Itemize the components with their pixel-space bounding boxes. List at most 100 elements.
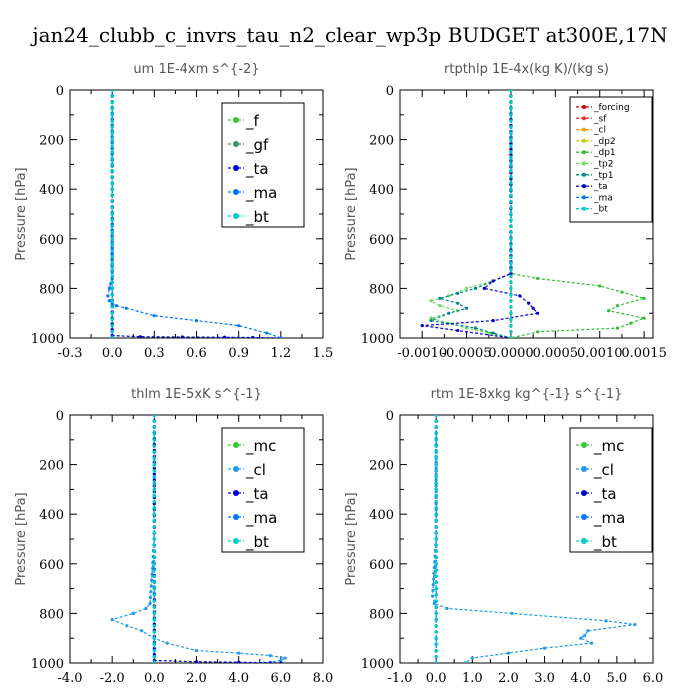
data-point bbox=[110, 253, 114, 257]
legend-marker bbox=[582, 127, 586, 132]
legend-label: _ta bbox=[593, 182, 608, 192]
data-point bbox=[152, 587, 156, 591]
data-point bbox=[491, 279, 495, 283]
data-point bbox=[434, 475, 438, 479]
data-point bbox=[434, 630, 438, 634]
y-tick-label: 400 bbox=[39, 183, 64, 198]
data-point bbox=[125, 624, 129, 628]
y-tick-label: 600 bbox=[369, 558, 394, 573]
data-point bbox=[110, 618, 114, 622]
data-point bbox=[268, 653, 272, 658]
legend-label: _cl bbox=[593, 126, 606, 136]
data-point bbox=[152, 425, 156, 429]
legend-label: _tp1 bbox=[593, 171, 613, 181]
data-point bbox=[152, 549, 156, 554]
data-point bbox=[629, 321, 633, 325]
data-point bbox=[509, 94, 513, 98]
data-point bbox=[429, 316, 433, 320]
data-point bbox=[430, 594, 435, 598]
data-point bbox=[152, 463, 156, 467]
data-point bbox=[131, 611, 135, 616]
data-point bbox=[434, 456, 438, 460]
data-point bbox=[456, 291, 460, 295]
data-point bbox=[535, 276, 540, 281]
data-point bbox=[110, 249, 114, 253]
data-point bbox=[152, 593, 156, 597]
y-tick-label: 200 bbox=[39, 134, 64, 149]
data-point bbox=[110, 274, 114, 278]
data-point bbox=[434, 587, 438, 591]
data-point bbox=[434, 494, 438, 498]
y-tick-label: 0 bbox=[56, 409, 64, 424]
data-point bbox=[152, 456, 156, 460]
legend-label: _sf bbox=[593, 114, 607, 124]
data-point bbox=[148, 596, 153, 600]
legend-marker bbox=[582, 161, 586, 166]
data-point bbox=[152, 661, 156, 663]
data-point bbox=[535, 311, 540, 315]
legend-marker bbox=[581, 442, 587, 448]
legend-label: _bt bbox=[245, 533, 269, 552]
data-point bbox=[509, 206, 513, 210]
data-point bbox=[509, 119, 513, 123]
data-point bbox=[509, 141, 513, 145]
plot-area bbox=[430, 415, 637, 663]
data-point bbox=[434, 574, 438, 578]
data-point bbox=[110, 131, 114, 135]
legend-marker bbox=[233, 213, 239, 219]
data-point bbox=[509, 262, 513, 266]
data-point bbox=[509, 243, 513, 247]
data-point bbox=[110, 299, 114, 303]
y-tick-label: 800 bbox=[369, 607, 394, 622]
data-point bbox=[432, 571, 436, 575]
data-point bbox=[110, 156, 114, 160]
data-point bbox=[152, 415, 156, 417]
data-point bbox=[535, 330, 540, 334]
data-point bbox=[509, 237, 513, 241]
y-tick-label: 600 bbox=[39, 558, 64, 573]
legend-label: _bt bbox=[593, 205, 608, 215]
chart-title: thlm 1E-5xK s^{-1} bbox=[131, 387, 262, 402]
x-tick-label: 2.0 bbox=[186, 671, 207, 686]
data-point bbox=[237, 651, 241, 655]
plot-area bbox=[106, 90, 283, 338]
data-point bbox=[152, 314, 156, 318]
data-point bbox=[152, 618, 156, 622]
y-tick-label: 1000 bbox=[31, 332, 64, 347]
data-point bbox=[110, 280, 114, 284]
x-tick-label: 6.0 bbox=[643, 671, 664, 686]
x-tick-label: 0.0010 bbox=[577, 346, 623, 361]
x-tick-label: 0.0005 bbox=[533, 346, 579, 361]
data-point bbox=[509, 268, 513, 272]
data-point bbox=[152, 568, 156, 572]
data-point bbox=[434, 593, 438, 597]
legend-marker bbox=[233, 466, 239, 472]
data-point bbox=[152, 450, 156, 454]
legend-label: _forcing bbox=[593, 103, 630, 113]
y-tick-label: 0 bbox=[56, 84, 64, 99]
data-point bbox=[107, 286, 111, 290]
x-tick-label: 0.0000 bbox=[488, 346, 534, 361]
y-tick-label: 1000 bbox=[31, 657, 64, 672]
x-tick-label: 0.6 bbox=[186, 346, 207, 361]
data-point bbox=[509, 175, 513, 179]
data-point bbox=[152, 432, 156, 436]
data-point bbox=[509, 317, 513, 321]
y-tick-label: 800 bbox=[369, 282, 394, 297]
data-point bbox=[509, 299, 513, 303]
data-point bbox=[509, 147, 513, 151]
data-point bbox=[152, 652, 156, 657]
data-point bbox=[110, 293, 114, 297]
legend-marker bbox=[581, 538, 587, 544]
x-tick-label: 0.0 bbox=[102, 346, 123, 361]
data-point bbox=[152, 646, 156, 650]
x-tick-label: -0.3 bbox=[57, 346, 82, 361]
data-point bbox=[434, 500, 438, 504]
data-point bbox=[152, 469, 156, 473]
data-point bbox=[144, 606, 148, 611]
x-tick-label: 8.0 bbox=[313, 671, 334, 686]
y-tick-label: 1000 bbox=[361, 332, 394, 347]
data-point bbox=[110, 146, 114, 150]
data-point bbox=[110, 336, 114, 338]
data-point bbox=[506, 651, 511, 655]
